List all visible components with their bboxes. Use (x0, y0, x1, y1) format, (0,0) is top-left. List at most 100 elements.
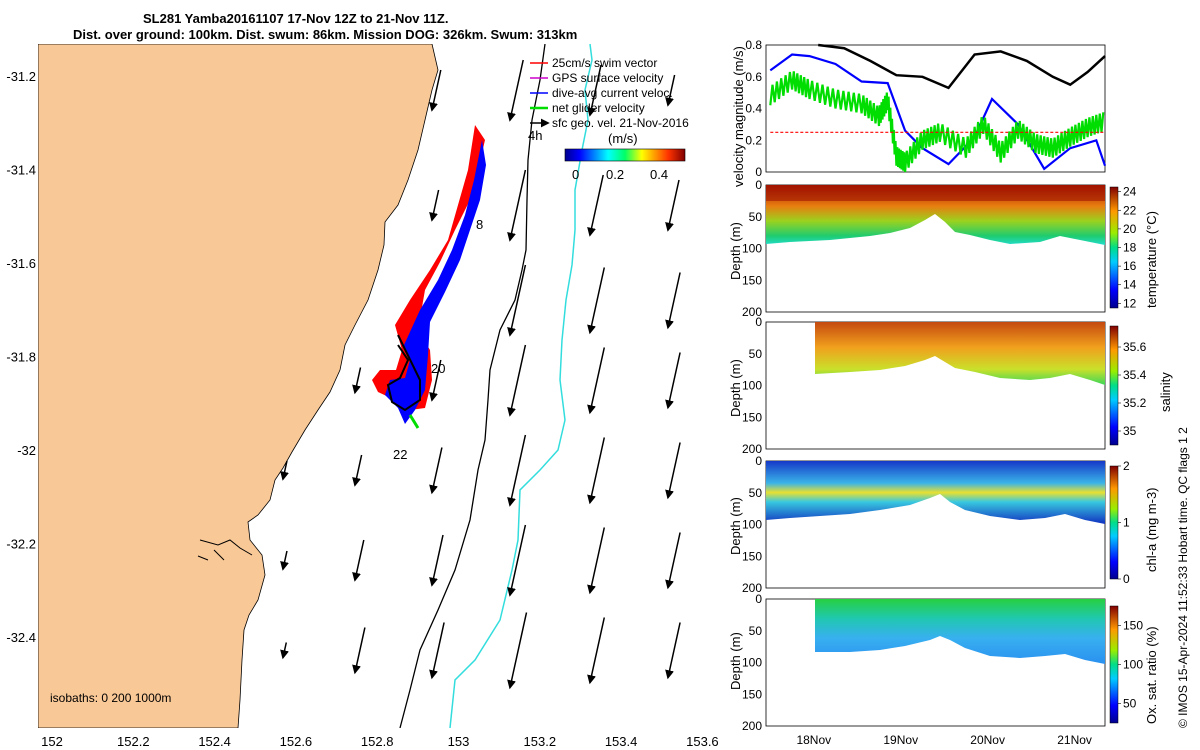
colorbar-tick: 100 (1123, 658, 1143, 672)
current-arrow (280, 642, 289, 660)
land-polygon (38, 44, 439, 728)
salinity-cbar-label: salinity (1158, 372, 1173, 412)
depth-ytick: 50 (749, 210, 763, 224)
legend-net-glider: net glider velocity (552, 101, 645, 115)
temperature-ylabel: Depth (m) (728, 222, 743, 280)
map-xtick: 152.4 (198, 734, 231, 749)
legend-dive-avg: dive-avg current veloc. (552, 86, 673, 100)
depth-ytick: 200 (742, 581, 762, 595)
map-xtick: 152 (41, 734, 63, 749)
current-arrow (587, 64, 602, 117)
ox-ylabel: Depth (m) (728, 632, 743, 690)
time-tick: 20Nov (970, 733, 1005, 747)
colorbar-tick-1: 0.2 (606, 167, 624, 182)
velocity-ytick: 0.4 (745, 102, 762, 116)
colorbar-units: (m/s) (608, 131, 638, 146)
time-tick: 21Nov (1057, 733, 1092, 747)
map-ytick: -32 (17, 443, 36, 458)
velocity-series-sfc-geo-vel- (818, 43, 1106, 90)
colorbar-tick: 35 (1123, 424, 1137, 438)
current-arrow (429, 447, 443, 495)
title-line-1: SL281 Yamba20161107 17-Nov 12Z to 21-Nov… (143, 11, 449, 26)
current-arrow (352, 367, 362, 395)
depth-ytick: 100 (742, 518, 762, 532)
map-xtick: 153.6 (686, 734, 719, 749)
current-arrow (587, 174, 604, 237)
current-arrow (587, 437, 606, 505)
depth-ytick: 200 (742, 442, 762, 456)
depth-ytick: 0 (755, 315, 762, 329)
salinity-colorbar (1109, 325, 1119, 446)
depth-ytick: 150 (742, 273, 762, 287)
colorbar-tick: 35.6 (1123, 340, 1147, 354)
track-blue (385, 140, 486, 424)
current-arrow (665, 532, 681, 590)
salinity-field (815, 322, 1105, 385)
depth-ytick: 150 (742, 687, 762, 701)
colorbar-tick-2: 0.4 (650, 167, 668, 182)
legend-swim-vector: 25cm/s swim vector (552, 56, 657, 70)
colorbar-tick: 16 (1123, 259, 1137, 273)
map-ytick: -31.6 (6, 256, 36, 271)
current-arrow (587, 617, 606, 685)
time-tick: 18Nov (796, 733, 831, 747)
legend-gps-velocity: GPS surface velocity (552, 71, 663, 85)
ox-field (815, 599, 1105, 664)
temperature-cbar-label: temperature (°C) (1144, 211, 1159, 308)
velocity-series-net-glider-velocity (769, 71, 1105, 173)
colorbar-tick: 12 (1123, 296, 1137, 310)
map-xtick: 153 (448, 734, 470, 749)
time-tick: 19Nov (883, 733, 918, 747)
current-arrow (280, 550, 289, 571)
current-arrow (507, 169, 527, 242)
map-colorbar (564, 148, 686, 162)
depth-ytick: 100 (742, 656, 762, 670)
colorbar-tick: 14 (1123, 278, 1137, 292)
chl-cbar-label: chl-a (mg m-3) (1144, 487, 1159, 572)
colorbar-tick: 1 (1123, 516, 1130, 530)
colorbar-tick: 20 (1123, 222, 1137, 236)
current-arrow (280, 460, 289, 481)
current-arrow (352, 454, 363, 487)
current-arrow (429, 622, 445, 680)
colorbar-tick: 0 (1123, 572, 1130, 586)
current-arrow (665, 74, 676, 107)
copyright-text: © IMOS 15-Apr-2024 11:52:33 Hobart time.… (1176, 427, 1190, 728)
depth-ytick: 150 (742, 410, 762, 424)
current-arrow (665, 442, 681, 500)
current-arrow (587, 267, 606, 335)
title-line-2: Dist. over ground: 100km. Dist. swum: 86… (73, 27, 578, 42)
map-legend: 25cm/s swim vector GPS surface velocity … (530, 56, 689, 130)
velocity-ytick: 0.8 (745, 38, 762, 52)
colorbar-tick: 22 (1123, 203, 1137, 217)
depth-ytick: 50 (749, 347, 763, 361)
map-xtick: 152.6 (280, 734, 313, 749)
salinity-ylabel: Depth (m) (728, 359, 743, 417)
legend-sfc-geo: sfc geo. vel. 21-Nov-2016 (552, 116, 689, 130)
annotation-20: 20 (431, 361, 445, 376)
colorbar-tick: 35.4 (1123, 368, 1147, 382)
current-arrow (665, 352, 681, 410)
map-xtick: 152.8 (361, 734, 394, 749)
depth-ytick: 0 (755, 454, 762, 468)
colorbar-tick: 2 (1123, 459, 1130, 473)
current-arrow (507, 59, 524, 122)
map-ytick: -31.2 (6, 69, 36, 84)
map-ytick: -32.4 (6, 630, 36, 645)
map-ytick: -32.2 (6, 537, 36, 552)
annotation-8: 8 (476, 217, 483, 232)
isobath-cyan (449, 44, 593, 728)
colorbar-tick: 18 (1123, 241, 1137, 255)
current-arrow (507, 264, 527, 337)
map-ytick: -31.4 (6, 163, 36, 178)
annotation-4h: 4h (528, 128, 542, 143)
annotation-22: 22 (393, 447, 407, 462)
current-arrow (352, 627, 366, 675)
depth-ytick: 100 (742, 379, 762, 393)
current-arrow (429, 189, 440, 222)
current-arrow (665, 272, 681, 330)
depth-ytick: 150 (742, 549, 762, 563)
depth-ytick: 200 (742, 719, 762, 733)
